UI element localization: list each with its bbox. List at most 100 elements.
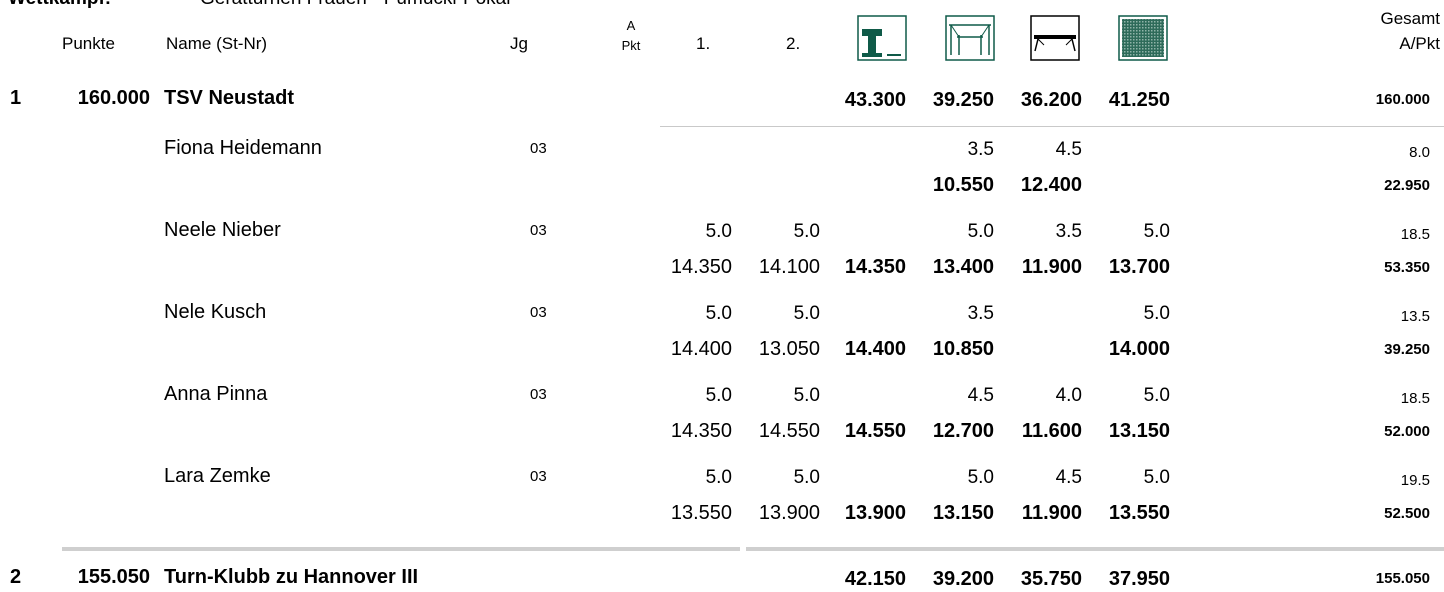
athlete-a-score: 3.5	[1055, 221, 1082, 242]
athlete-a-score: 5.0	[793, 303, 820, 324]
team-total: 155.050	[1375, 570, 1430, 587]
team-score-floor: 37.950	[1108, 568, 1170, 590]
athlete-score: 12.400	[1020, 174, 1082, 196]
athlete-jg: 03	[530, 468, 547, 485]
athlete-a-score: 5.0	[967, 221, 994, 242]
athlete-jg: 03	[530, 304, 547, 321]
athlete-a-total: 19.5	[1400, 472, 1430, 489]
athlete-a-score: 3.5	[967, 303, 994, 324]
athlete-score: 13.900	[758, 502, 820, 524]
athlete-a-score: 4.5	[1055, 139, 1082, 160]
athlete-score: 14.350	[670, 256, 732, 278]
team-score-vault: 43.300	[844, 89, 906, 111]
athlete-total: 53.350	[1384, 259, 1430, 276]
uneven-bars-icon	[945, 15, 995, 66]
athlete-score: 13.700	[1108, 256, 1170, 278]
competition-title: Gerätturnen Frauen - Pumucki-Pokal	[200, 0, 510, 10]
team-score-beam: 35.750	[1020, 568, 1082, 590]
athlete-name: Fiona Heidemann	[164, 137, 322, 159]
divider-gap	[740, 546, 746, 552]
team-separator	[660, 126, 1444, 127]
athlete-a-score: 4.5	[1055, 467, 1082, 488]
athlete-score: 13.550	[670, 502, 732, 524]
team-score-beam: 36.200	[1020, 89, 1082, 111]
athlete-a-score: 5.0	[705, 467, 732, 488]
col-header-a-pkt: A/Pkt	[1399, 34, 1440, 53]
athlete-a-score: 4.5	[967, 385, 994, 406]
athlete-score: 13.900	[844, 502, 906, 524]
team-rank: 2	[10, 566, 22, 588]
col-header-gesamt: Gesamt	[1380, 9, 1440, 28]
athlete-score: 11.900	[1021, 502, 1082, 524]
athlete-score: 13.550	[1108, 502, 1170, 524]
athlete-score: 14.100	[758, 256, 820, 278]
athlete-score: 13.400	[932, 256, 994, 278]
athlete-total: 52.500	[1384, 505, 1430, 522]
athlete-jg: 03	[530, 140, 547, 157]
team-score-floor: 41.250	[1108, 89, 1170, 111]
athlete-score: 14.350	[844, 256, 906, 278]
col-header-pkt: Pkt	[621, 38, 641, 53]
athlete-a-score: 5.0	[793, 221, 820, 242]
athlete-a-score: 5.0	[705, 385, 732, 406]
athlete-jg: 03	[530, 386, 547, 403]
athlete-total: 22.950	[1384, 177, 1430, 194]
athlete-score: 14.550	[758, 420, 820, 442]
athlete-a-score: 5.0	[705, 303, 732, 324]
athlete-a-score: 5.0	[793, 385, 820, 406]
athlete-a-score: 5.0	[1143, 221, 1170, 242]
athlete-score: 12.700	[932, 420, 994, 442]
athlete-a-total: 18.5	[1400, 390, 1430, 407]
team-total: 160.000	[1375, 91, 1430, 108]
athlete-total: 39.250	[1384, 341, 1430, 358]
athlete-name: Neele Nieber	[164, 219, 281, 241]
athlete-jg: 03	[530, 222, 547, 239]
team-points: 155.050	[77, 566, 150, 588]
athlete-name: Lara Zemke	[164, 465, 271, 487]
athlete-score: 10.850	[932, 338, 994, 360]
athlete-score: 14.000	[1108, 338, 1170, 360]
athlete-score: 11.900	[1021, 256, 1082, 278]
athlete-score: 14.550	[844, 420, 906, 442]
athlete-score: 14.400	[670, 338, 732, 360]
team-name: Turn-Klubb zu Hannover III	[164, 566, 419, 588]
col-header-name: Name (St-Nr)	[166, 34, 268, 53]
team-rank: 1	[10, 87, 22, 109]
team-divider	[62, 547, 1444, 551]
athlete-score: 13.150	[1108, 420, 1170, 442]
athlete-score: 13.150	[932, 502, 994, 524]
athlete-score: 10.550	[932, 174, 994, 196]
athlete-a-total: 13.5	[1400, 308, 1430, 325]
team-name: TSV Neustadt	[164, 87, 295, 109]
athlete-a-score: 5.0	[967, 467, 994, 488]
athlete-a-score: 5.0	[1143, 385, 1170, 406]
floor-icon	[1118, 15, 1168, 66]
athlete-score: 14.350	[670, 420, 732, 442]
competition-label: Wettkampf:	[8, 0, 111, 10]
team-score-bars: 39.250	[932, 89, 994, 111]
col-header-a: A	[626, 18, 636, 33]
athlete-a-score: 3.5	[967, 139, 994, 160]
athlete-score: 11.600	[1021, 420, 1082, 442]
athlete-name: Anna Pinna	[164, 383, 268, 405]
athlete-name: Nele Kusch	[164, 301, 267, 323]
athlete-a-score: 5.0	[1143, 467, 1170, 488]
athlete-a-score: 5.0	[793, 467, 820, 488]
vault-icon	[857, 15, 907, 66]
balance-beam-icon	[1030, 15, 1080, 66]
athlete-a-total: 8.0	[1409, 144, 1430, 161]
athlete-score: 14.400	[844, 338, 906, 360]
athlete-a-score: 4.0	[1055, 385, 1082, 406]
team-score-bars: 39.200	[932, 568, 994, 590]
athlete-a-score: 5.0	[705, 221, 732, 242]
athlete-a-score: 5.0	[1143, 303, 1170, 324]
athlete-total: 52.000	[1384, 423, 1430, 440]
team-score-vault: 42.150	[844, 568, 906, 590]
col-header-vault-1: 1.	[696, 34, 711, 53]
athlete-score: 13.050	[758, 338, 820, 360]
athlete-a-total: 18.5	[1400, 226, 1430, 243]
col-header-punkte: Punkte	[62, 34, 115, 53]
col-header-jg: Jg	[510, 34, 528, 53]
team-points: 160.000	[77, 87, 150, 109]
col-header-vault-2: 2.	[786, 34, 801, 53]
